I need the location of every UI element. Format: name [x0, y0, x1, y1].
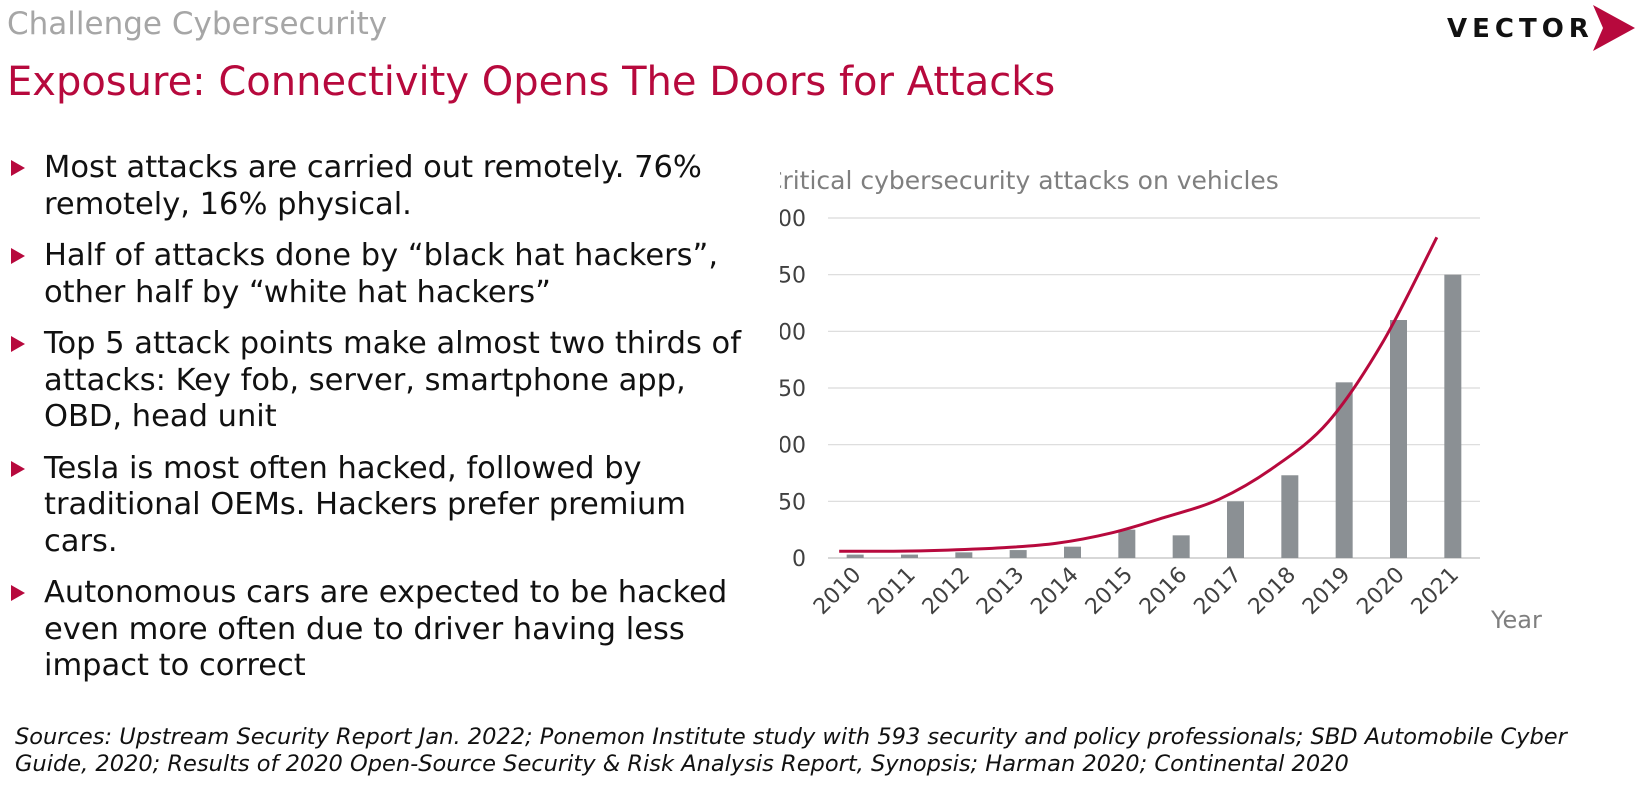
bullet-text: Half of attacks done by “black hat hacke… — [44, 238, 719, 310]
bullet-text: Top 5 attack points make almost two thir… — [44, 326, 741, 434]
triangle-right-icon — [11, 160, 25, 176]
bar — [1172, 535, 1190, 558]
y-tick-label: 300 — [780, 207, 806, 232]
y-tick-label: 0 — [792, 547, 806, 572]
bar — [901, 554, 918, 558]
bullet-item: Tesla is most often hacked, followed by … — [8, 451, 748, 561]
attacks-chart: Critical cybersecurity attacks on vehicl… — [780, 166, 1542, 634]
bullet-list: Most attacks are carried out remotely. 7… — [8, 150, 748, 700]
bar — [1281, 475, 1299, 558]
y-tick-label: 50 — [780, 490, 806, 515]
x-tick-label: 2010 — [809, 563, 866, 620]
bullet-item: Top 5 attack points make almost two thir… — [8, 326, 748, 436]
x-tick-label: 2017 — [1189, 563, 1246, 620]
y-axis-ticks: 0 50 100 150 200 250 300 — [780, 207, 806, 572]
x-tick-label: 2016 — [1135, 563, 1192, 620]
x-tick-label: 2015 — [1081, 563, 1138, 620]
x-tick-label: 2020 — [1352, 563, 1409, 620]
bar — [1444, 274, 1462, 558]
slide-title: Exposure: Connectivity Opens The Doors f… — [7, 59, 1056, 105]
chart-title: Critical cybersecurity attacks on vehicl… — [780, 166, 1279, 195]
y-tick-label: 250 — [780, 264, 806, 289]
bullet-text: Most attacks are carried out remotely. 7… — [44, 150, 702, 222]
x-tick-label: 2013 — [972, 563, 1029, 620]
x-tick-label: 2012 — [918, 563, 975, 620]
sources-footnote: Sources: Upstream Security Report Jan. 2… — [15, 724, 1567, 777]
trend-line-series — [839, 236, 1439, 553]
bullet-item: Half of attacks done by “black hat hacke… — [8, 238, 748, 311]
trend-line — [839, 236, 1439, 553]
bullet-item: Most attacks are carried out remotely. 7… — [8, 150, 748, 223]
x-tick-label: 2021 — [1407, 563, 1464, 620]
gridlines — [828, 217, 1480, 559]
y-tick-label: 150 — [780, 377, 806, 402]
bar — [1118, 529, 1136, 558]
bullet-text: Tesla is most often hacked, followed by … — [44, 450, 686, 559]
logo-text: VECTOR — [1447, 14, 1594, 44]
triangle-right-icon — [11, 585, 25, 601]
chevron-right-icon — [1593, 5, 1635, 51]
triangle-right-icon — [11, 336, 25, 352]
bar — [1335, 382, 1353, 558]
bullet-text: Autonomous cars are expected to be hacke… — [44, 575, 728, 683]
y-tick-label: 200 — [780, 320, 806, 345]
x-tick-label: 2019 — [1298, 563, 1355, 620]
bar — [1064, 546, 1081, 558]
x-tick-label: 2018 — [1244, 563, 1301, 620]
x-axis-ticks: 2010201120122013201420152016201720182019… — [809, 563, 1464, 620]
y-tick-label: 100 — [780, 434, 806, 459]
bullet-item: Autonomous cars are expected to be hacke… — [8, 575, 748, 685]
bar — [1227, 501, 1244, 558]
x-axis-label: Year — [1490, 606, 1542, 634]
bar — [955, 552, 973, 558]
bar-series — [846, 274, 1462, 558]
bar — [1390, 320, 1407, 558]
x-tick-label: 2011 — [863, 563, 920, 620]
triangle-right-icon — [11, 460, 25, 477]
bar — [846, 554, 864, 558]
x-tick-label: 2014 — [1026, 563, 1083, 620]
triangle-right-icon — [11, 248, 25, 264]
vector-logo: VECTOR — [1447, 5, 1635, 55]
bar — [1009, 550, 1027, 558]
section-kicker: Challenge Cybersecurity — [7, 6, 388, 42]
